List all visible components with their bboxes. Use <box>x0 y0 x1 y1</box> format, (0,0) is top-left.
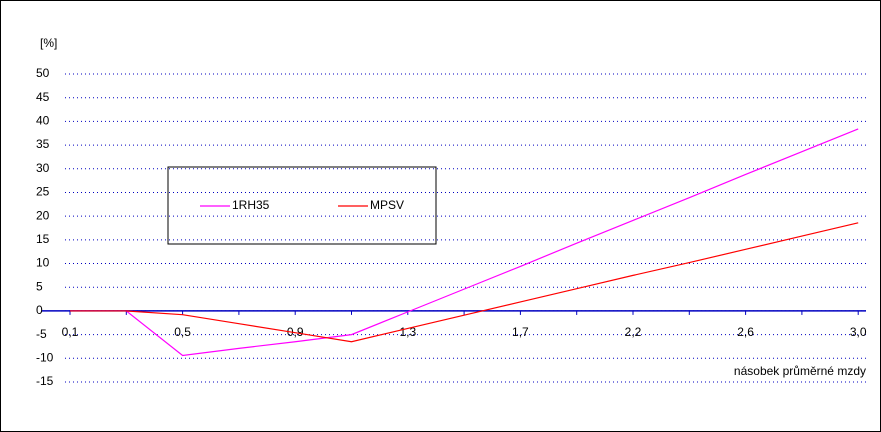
legend-label: 1RH35 <box>232 198 270 212</box>
x-tick-label: 1,3 <box>399 325 416 339</box>
y-tick-label: -15 <box>36 374 54 388</box>
y-tick-label: 5 <box>36 279 43 293</box>
x-tick-label: 0,1 <box>62 325 79 339</box>
series-line <box>70 222 859 343</box>
y-tick-label: -5 <box>36 327 47 341</box>
x-axis-title: násobek průměrné mzdy <box>734 364 866 378</box>
y-tick-label: 0 <box>36 303 43 317</box>
y-tick-label: 10 <box>36 256 50 270</box>
y-tick-label: 15 <box>36 232 50 246</box>
y-tick-label: 40 <box>36 114 50 128</box>
x-tick-label: 3,0 <box>850 325 867 339</box>
y-tick-label: 20 <box>36 208 50 222</box>
y-tick-label: 30 <box>36 161 50 175</box>
y-tick-label: 35 <box>36 137 50 151</box>
x-tick-label: 2,2 <box>625 325 642 339</box>
series-line <box>70 128 859 357</box>
y-tick-label: -10 <box>36 350 54 364</box>
x-tick-label: 0,9 <box>287 325 304 339</box>
legend-label: MPSV <box>370 198 404 212</box>
x-tick-label: 2,6 <box>737 325 754 339</box>
x-tick-label: 1,7 <box>512 325 529 339</box>
y-tick-label: 25 <box>36 185 50 199</box>
x-tick-label: 0,5 <box>174 325 191 339</box>
y-axis-title: [%] <box>40 36 57 50</box>
y-tick-label: 45 <box>36 90 50 104</box>
y-tick-label: 50 <box>36 66 50 80</box>
